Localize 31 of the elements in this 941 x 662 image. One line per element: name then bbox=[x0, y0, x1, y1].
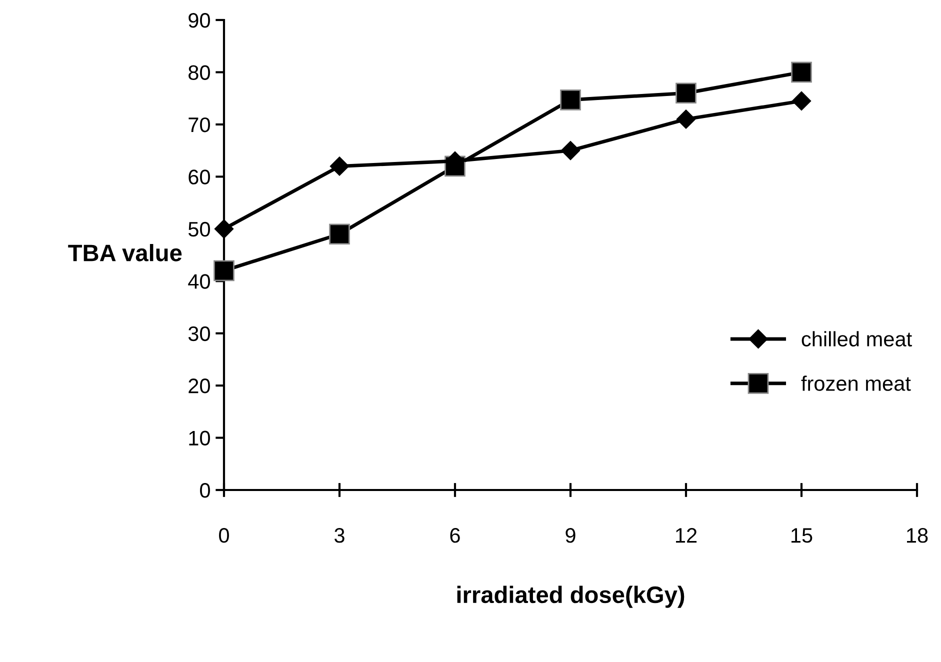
point bbox=[560, 141, 580, 160]
y-tick-label: 10 bbox=[189, 430, 210, 446]
point bbox=[560, 89, 581, 110]
y-axis-title: TBA value bbox=[68, 244, 182, 262]
point bbox=[676, 110, 696, 129]
y-tick-label: 20 bbox=[188, 378, 210, 394]
x-tick-label: 9 bbox=[566, 528, 576, 543]
y-tick-label: 50 bbox=[188, 222, 210, 237]
point bbox=[329, 224, 350, 245]
point bbox=[330, 156, 350, 176]
x-axis-title: irradiated dose(kGy) bbox=[457, 586, 684, 608]
y-tick-label: 40 bbox=[188, 274, 210, 289]
x-tick-label: 6 bbox=[450, 528, 460, 543]
point bbox=[214, 260, 234, 282]
x-tick-label: 12 bbox=[676, 528, 697, 543]
y-tick-label: 80 bbox=[188, 65, 210, 80]
x-tick-label: 0 bbox=[219, 528, 229, 543]
point bbox=[676, 82, 696, 104]
y-tick-label: 30 bbox=[188, 326, 210, 342]
point bbox=[791, 62, 812, 83]
y-tick-label: 90 bbox=[188, 13, 210, 28]
x-tick-label: 18 bbox=[907, 528, 928, 543]
y-tick-label: 60 bbox=[188, 170, 210, 184]
x-tick-label: 15 bbox=[792, 528, 812, 543]
legend-label: chilled meat bbox=[802, 331, 912, 346]
point bbox=[214, 219, 234, 238]
x-tick-label: 3 bbox=[334, 528, 344, 543]
y-tick-label: 70 bbox=[188, 117, 210, 132]
legend-label: frozen meat bbox=[801, 376, 911, 391]
point bbox=[792, 91, 812, 110]
y-tick-label: 0 bbox=[200, 483, 210, 498]
